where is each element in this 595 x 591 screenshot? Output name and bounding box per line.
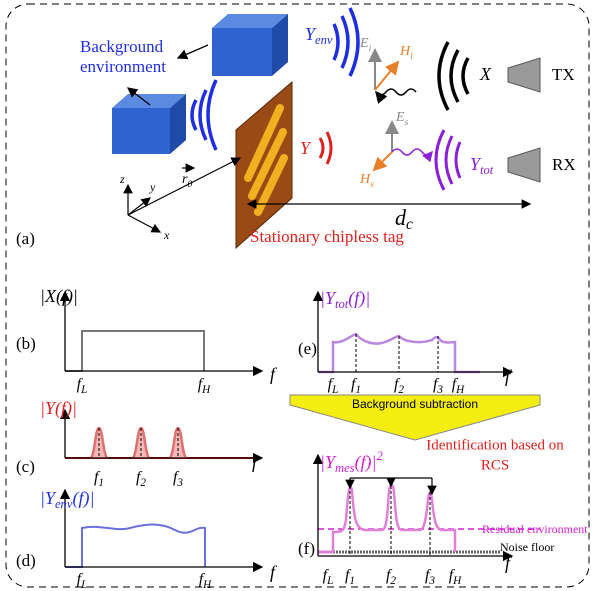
x-axis-label: f: [505, 366, 513, 386]
cube: [212, 14, 288, 76]
tick-label: f1: [94, 469, 104, 489]
tick-label: f2: [136, 469, 146, 489]
tick-label: fL: [323, 567, 334, 587]
tick-label-part: 1: [355, 384, 361, 396]
y-axis-label-part: |X(f)|: [40, 286, 78, 307]
panel-label: (a): [16, 229, 35, 248]
signal-label: X: [479, 64, 492, 84]
rx-label: RX: [552, 155, 576, 174]
tick-label-part: L: [80, 579, 87, 591]
tick-label-part: 1: [98, 477, 104, 489]
caption: Stationary chipless tag: [250, 227, 404, 246]
field-label-part: i: [410, 51, 413, 62]
spectrum: [318, 485, 455, 553]
panel-label: (f): [298, 539, 315, 558]
tick-label-part: L: [80, 384, 87, 396]
tick-label: fH: [449, 567, 462, 587]
tick-label-part: H: [452, 575, 462, 587]
annotation: RCS: [481, 457, 509, 473]
tick-label: f3: [433, 376, 443, 396]
signal-label-part: env: [315, 33, 333, 47]
panel-label: (d): [16, 551, 36, 570]
tick-label-part: 3: [436, 384, 443, 396]
field-label: Ei: [359, 36, 372, 54]
tick-label: f2: [386, 567, 396, 587]
tick-label-part: L: [326, 575, 333, 587]
position-label: r0: [182, 172, 192, 190]
axis-name: z: [119, 172, 125, 186]
background-label: environment: [80, 57, 166, 76]
tick-label: f1: [345, 567, 355, 587]
y-axis-label-part: env: [55, 497, 73, 511]
tick-label: f2: [394, 376, 404, 396]
signal-label: Y: [300, 138, 312, 158]
tick-label-part: H: [201, 384, 211, 396]
tick-label-part: H: [455, 384, 465, 396]
axis-name: y: [149, 180, 156, 194]
y-axis-label-part: |Y(f)|: [40, 398, 77, 419]
field-label-part: E: [395, 110, 405, 125]
position-label-part: 0: [187, 179, 192, 190]
tick-label-part: L: [331, 384, 338, 396]
tag: [236, 82, 292, 248]
tick-label-part: 2: [390, 575, 396, 587]
spectrum: [65, 331, 204, 371]
tick-label: fH: [198, 376, 211, 396]
tick-label-part: 1: [349, 575, 355, 587]
annotation: Residual environment: [482, 522, 588, 536]
subtraction-label: Background subtraction: [352, 397, 478, 411]
y-axis-label: |X(f)|: [40, 286, 78, 307]
tick-label: fL: [77, 376, 88, 396]
signal-label-part: tot: [480, 163, 494, 177]
y-axis-label: |Y(f)|: [40, 398, 77, 419]
y-axis-label-part: mes: [335, 461, 355, 475]
tick-label: f1: [351, 376, 361, 396]
tick-label-part: 2: [398, 384, 404, 396]
tick-label: f3: [173, 469, 183, 489]
field-label: Hi: [399, 44, 413, 62]
tick-label: f3: [425, 567, 435, 587]
field-label-part: s: [405, 117, 409, 128]
tick-label: fL: [77, 571, 88, 591]
tick-label-part: H: [202, 579, 212, 591]
signal-label: Yenv: [305, 24, 333, 47]
tick-label-part: 3: [176, 477, 183, 489]
tick-label-part: 2: [140, 477, 146, 489]
y-axis-label-part: (f)|: [348, 288, 370, 309]
panel-label: (e): [298, 339, 317, 358]
field-label-part: s: [370, 179, 374, 190]
y-axis-label-part: (f)|: [355, 452, 377, 473]
y-axis-label-part: (f)|: [72, 488, 94, 509]
panel-label: (c): [16, 457, 35, 476]
y-axis-label: |Yenv(f)|: [40, 488, 94, 511]
tick-label: fH: [199, 571, 212, 591]
field-label-part: i: [369, 43, 372, 54]
tick-label: fL: [328, 376, 339, 396]
x-axis-label: f: [270, 364, 278, 384]
tx-label: TX: [552, 65, 575, 84]
annotation: Noise floor: [500, 540, 554, 554]
x-axis-label: f: [270, 562, 278, 582]
distance-label-part: c: [406, 216, 413, 233]
y-axis-label-part: tot: [335, 297, 349, 311]
tick-label-part: 3: [428, 575, 435, 587]
cube: [112, 94, 186, 154]
x-axis-label: f: [252, 452, 260, 472]
panel-label: (b): [16, 334, 36, 353]
background-label: Background: [80, 37, 164, 56]
field-label: Hs: [359, 172, 374, 190]
spectrum: [65, 525, 205, 568]
y-axis-label-part: 2: [377, 449, 384, 463]
axis-name: x: [163, 228, 170, 242]
field-label: Es: [395, 110, 409, 128]
field-label-part: E: [359, 36, 369, 51]
tick-label: fH: [452, 376, 465, 396]
y-axis-label: |Ymes(f)|2: [320, 449, 384, 475]
figure: Background subtraction Backgroundenviron…: [0, 0, 595, 591]
y-axis-label: |Ytot(f)|: [320, 288, 370, 311]
annotation: Identification based on: [426, 437, 564, 453]
signal-label: Ytot: [470, 154, 494, 177]
